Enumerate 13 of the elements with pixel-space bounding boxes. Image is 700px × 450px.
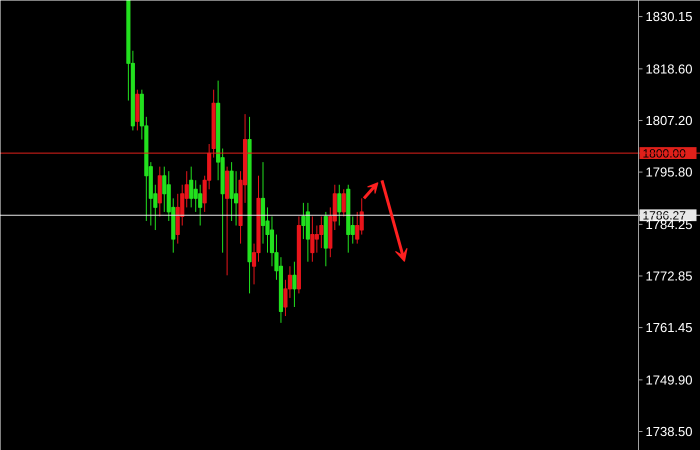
- y-tick-label: 1830.15: [646, 9, 692, 24]
- y-tick-label: 1772.85: [646, 268, 692, 284]
- candlestick: [319, 216, 324, 249]
- y-tick-label: 1761.45: [646, 320, 692, 336]
- candlestick: [337, 184, 342, 226]
- y-tick-label: 1818.60: [646, 61, 692, 76]
- y-tick-label: 1807.20: [646, 112, 692, 128]
- candlestick: [283, 279, 288, 317]
- candlestick: [342, 188, 346, 217]
- y-tick-label: 1738.50: [646, 424, 692, 439]
- candlestick: [292, 261, 296, 308]
- y-tick-label: 1749.90: [646, 372, 692, 388]
- y-tick-label: 1795.80: [646, 164, 692, 180]
